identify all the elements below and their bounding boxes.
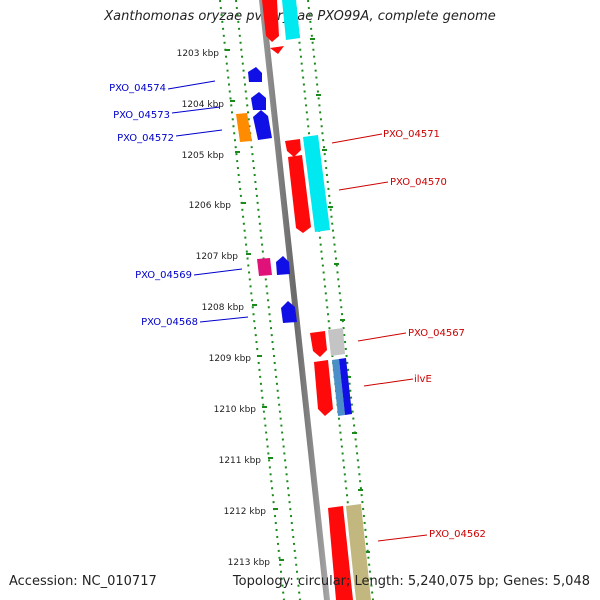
gene-feature[interactable]	[332, 359, 345, 416]
label-leader-line	[193, 268, 243, 276]
track-border-left-inner	[235, 0, 301, 600]
gene-feature[interactable]	[257, 258, 272, 276]
gene-feature[interactable]	[236, 113, 252, 142]
kbp-label: 1213 kbp	[228, 558, 271, 568]
gene-feature[interactable]	[281, 301, 297, 323]
label-leader-line	[338, 181, 389, 191]
track-border-right-inner	[294, 0, 359, 600]
gene-label-pxo-04567[interactable]: PXO_04567	[408, 328, 465, 339]
gene-feature[interactable]	[303, 135, 330, 232]
gene-feature[interactable]	[270, 46, 284, 54]
gene-feature[interactable]	[328, 328, 345, 356]
gene-label-pxo-04574[interactable]: PXO_04574	[109, 83, 166, 94]
topology-text: Topology: circular; Length: 5,240,075 bp…	[232, 574, 590, 589]
gene-feature[interactable]	[253, 110, 272, 140]
gene-label-pxo-04568[interactable]: PXO_04568	[141, 317, 198, 328]
gene-label-ilve[interactable]: ilvE	[414, 374, 432, 385]
gene-feature[interactable]	[339, 358, 352, 415]
gene-feature[interactable]	[288, 155, 311, 233]
gene-feature[interactable]	[251, 92, 266, 110]
gene-feature[interactable]	[314, 360, 333, 416]
label-leader-line	[199, 316, 249, 323]
genome-title: Xanthomonas oryzae pv. oryzae PXO99A, co…	[104, 9, 496, 24]
label-leader-line	[171, 106, 221, 114]
gene-feature[interactable]	[248, 67, 262, 82]
track-border-right-outer	[307, 0, 374, 600]
kbp-label: 1207 kbp	[196, 252, 239, 262]
gene-label-pxo-04573[interactable]: PXO_04573	[113, 110, 170, 121]
kbp-label: 1208 kbp	[202, 303, 245, 313]
gene-feature[interactable]	[285, 139, 301, 157]
kbp-label: 1205 kbp	[182, 151, 225, 161]
kbp-label: 1203 kbp	[177, 49, 220, 59]
gene-feature[interactable]	[262, 0, 279, 42]
label-leader-line	[331, 133, 383, 144]
kbp-label: 1206 kbp	[189, 201, 232, 211]
kbp-label: 1204 kbp	[182, 100, 225, 110]
gene-feature[interactable]	[276, 256, 290, 275]
kbp-label: 1210 kbp	[214, 405, 257, 415]
gene-feature[interactable]	[282, 0, 300, 40]
accession-text: Accession: NC_010717	[9, 574, 157, 589]
track-border-left-outer	[219, 0, 285, 600]
kbp-label: 1211 kbp	[219, 456, 262, 466]
gene-label-pxo-04569[interactable]: PXO_04569	[135, 270, 192, 281]
gene-label-pxo-04571[interactable]: PXO_04571	[383, 129, 440, 140]
label-leader-line	[363, 378, 414, 387]
label-leader-line	[377, 534, 428, 542]
kbp-label: 1212 kbp	[224, 507, 267, 517]
gene-label-pxo-04562[interactable]: PXO_04562	[429, 529, 486, 540]
label-leader-line	[167, 80, 216, 90]
kbp-label: 1209 kbp	[209, 354, 252, 364]
genome-backbone	[259, 0, 330, 600]
gene-label-pxo-04572[interactable]: PXO_04572	[117, 133, 174, 144]
gene-feature[interactable]	[310, 331, 327, 357]
gene-feature[interactable]	[328, 506, 353, 600]
label-leader-line	[175, 129, 223, 137]
gene-label-pxo-04570[interactable]: PXO_04570	[390, 177, 447, 188]
label-leader-line	[357, 332, 407, 342]
gene-feature[interactable]	[346, 504, 371, 600]
